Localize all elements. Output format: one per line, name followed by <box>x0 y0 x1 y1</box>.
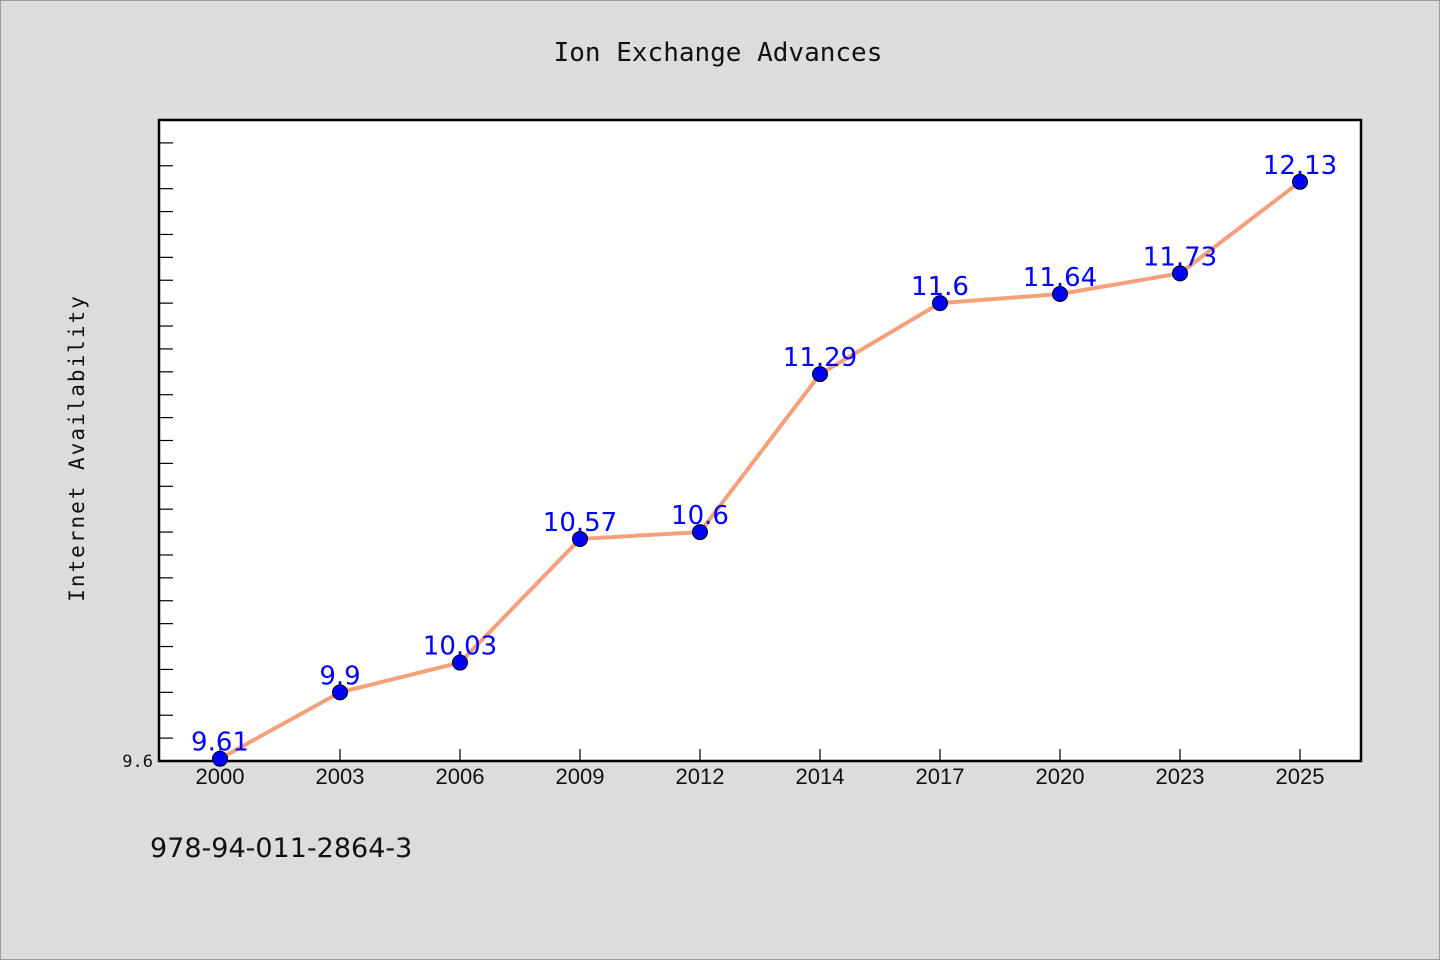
data-point <box>692 524 708 541</box>
x-tick-label: 2012 <box>676 764 725 789</box>
x-axis-ticks: 2000 2003 2006 2009 2012 2014 2017 2020 2023 2025 <box>196 749 1325 789</box>
series-line <box>219 180 1302 761</box>
data-label: 9.9 <box>319 661 360 691</box>
data-point <box>332 684 348 701</box>
data-point <box>1172 265 1188 282</box>
plot-area <box>157 118 1363 763</box>
data-label: 12.13 <box>1263 151 1337 181</box>
data-label: 9.61 <box>191 728 249 758</box>
x-tick-label: 2017 <box>916 764 965 789</box>
data-point <box>1292 173 1308 190</box>
y-axis-ticks: 9.6 <box>122 142 173 772</box>
data-point <box>932 295 948 312</box>
x-tick-label: 2023 <box>1156 764 1205 789</box>
data-label: 11.6 <box>911 272 969 302</box>
data-label: 10.6 <box>671 501 729 531</box>
series-group: 9.61 9.9 10.03 10.57 10.6 11.29 11.6 11.64 11.73… <box>191 151 1337 767</box>
x-tick-label: 2009 <box>556 764 605 789</box>
y-axis-label: Internet Availability <box>65 294 89 602</box>
data-label: 10.57 <box>543 508 617 538</box>
data-point <box>812 366 828 383</box>
x-tick-label: 2020 <box>1036 764 1085 789</box>
data-label: 11.64 <box>1023 263 1097 293</box>
y-tick-label: 9.6 <box>122 752 153 772</box>
data-label: 10.03 <box>423 632 497 662</box>
data-label: 11.73 <box>1143 242 1217 272</box>
data-point <box>212 750 228 767</box>
chart-title: Ion Exchange Advances <box>554 38 883 68</box>
x-tick-label: 2006 <box>436 764 485 789</box>
x-tick-label: 2000 <box>196 764 245 789</box>
data-label: 11.29 <box>783 343 857 373</box>
data-point <box>1052 285 1068 302</box>
x-tick-label: 2003 <box>316 764 365 789</box>
isbn-text: 978-94-011-2864-3 <box>150 833 413 864</box>
data-point <box>572 530 588 547</box>
data-point <box>452 654 468 671</box>
x-tick-label: 2014 <box>796 764 845 789</box>
x-tick-label: 2025 <box>1276 764 1325 789</box>
